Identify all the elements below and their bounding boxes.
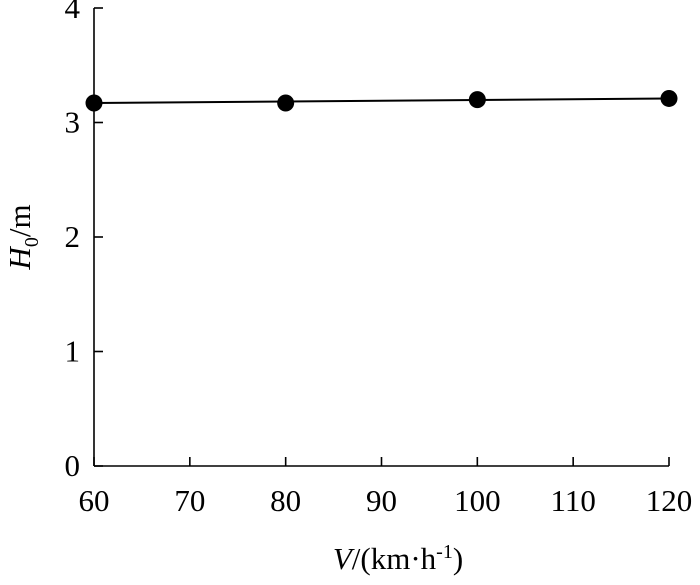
x-tick-label: 60 bbox=[79, 483, 110, 518]
y-tick-label: 1 bbox=[65, 334, 81, 369]
y-tick-label: 0 bbox=[65, 448, 81, 483]
x-tick-label: 100 bbox=[454, 483, 501, 518]
x-tick-label: 80 bbox=[270, 483, 301, 518]
y-ticks: 0 1 2 3 4 bbox=[65, 0, 103, 483]
data-point bbox=[85, 94, 103, 112]
axes bbox=[93, 8, 669, 467]
x-tick-label: 90 bbox=[366, 483, 397, 518]
x-ticks: 60 70 80 90 100 110 120 bbox=[79, 457, 693, 518]
y-axis-title: H0/m bbox=[2, 204, 43, 270]
series bbox=[85, 89, 678, 112]
data-point bbox=[277, 94, 295, 112]
x-tick-label: 110 bbox=[550, 483, 595, 518]
y-tick-label: 3 bbox=[65, 105, 81, 140]
y-tick-label: 4 bbox=[65, 0, 81, 25]
x-axis-title: V/(km·h-1) bbox=[333, 541, 463, 576]
y-tick-label: 2 bbox=[65, 219, 81, 254]
data-point bbox=[660, 89, 678, 107]
data-point bbox=[468, 91, 486, 109]
x-tick-label: 70 bbox=[174, 483, 205, 518]
series-line bbox=[93, 97, 670, 105]
x-tick-label: 120 bbox=[646, 483, 693, 518]
